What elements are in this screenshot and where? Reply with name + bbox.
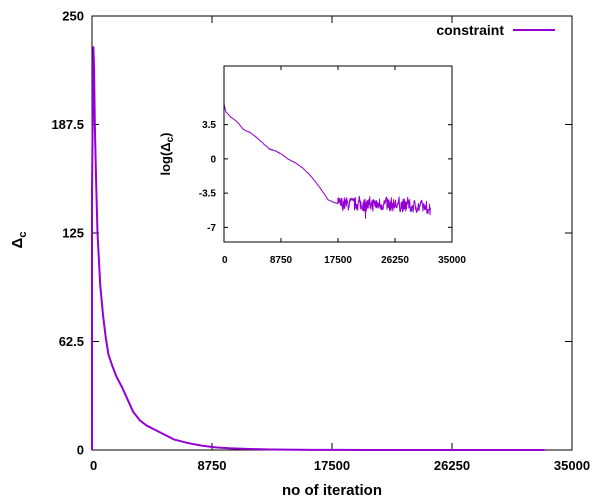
inset-y-tick-label: -7 bbox=[207, 223, 216, 234]
y-axis-title-main: Δ bbox=[9, 237, 26, 248]
legend: constraint bbox=[436, 22, 555, 38]
inset-x-tick-label: 0 bbox=[222, 255, 228, 266]
inset-series-line bbox=[223, 104, 431, 219]
series-line-constraint bbox=[91, 46, 545, 451]
legend-label: constraint bbox=[436, 22, 504, 38]
y-axis-title-sub: c bbox=[17, 232, 29, 238]
y-axis-title: Δc bbox=[9, 232, 29, 249]
inset-tick-group: 0 8750 17500 26250 35000 3.5 0 -3.5 -7 bbox=[199, 66, 466, 266]
main-x-tick-label: 26250 bbox=[434, 458, 470, 473]
inset-x-tick-label: 35000 bbox=[438, 255, 466, 266]
main-x-tick-label: 8750 bbox=[198, 458, 227, 473]
main-line-group bbox=[91, 46, 545, 451]
inset-y-tick-label: 0 bbox=[210, 154, 216, 165]
inset-y-tick-label: -3.5 bbox=[199, 189, 217, 200]
main-y-tick-label: 187.5 bbox=[51, 117, 84, 132]
inset-background bbox=[224, 66, 452, 242]
inset-y-tick-label: 3.5 bbox=[202, 120, 216, 131]
inset-x-tick-label: 17500 bbox=[324, 255, 352, 266]
main-y-tick-label: 62.5 bbox=[59, 334, 84, 349]
inset-x-tick-label: 26250 bbox=[381, 255, 409, 266]
inset-x-tick-label: 8750 bbox=[270, 255, 293, 266]
main-y-tick-label: 250 bbox=[62, 9, 84, 24]
inset-y-axis-title-close: ) bbox=[158, 132, 173, 136]
main-x-tick-label: 35000 bbox=[554, 458, 590, 473]
main-y-tick-label: 125 bbox=[62, 226, 84, 241]
main-y-tick-label: 0 bbox=[77, 443, 84, 458]
main-tick-group: 0 8750 17500 26250 35000 0 62.5 125 187.5 250 bbox=[51, 9, 590, 473]
main-x-tick-label: 17500 bbox=[314, 458, 350, 473]
inset-line-group bbox=[223, 104, 431, 219]
x-axis-title: no of iteration bbox=[282, 482, 382, 499]
inset-y-axis-title-sub: c bbox=[165, 136, 176, 142]
inset-y-axis-title-main: log(Δ bbox=[158, 142, 173, 175]
main-x-tick-label: 0 bbox=[90, 458, 97, 473]
inset-y-axis-title: log(Δc) bbox=[158, 132, 176, 175]
